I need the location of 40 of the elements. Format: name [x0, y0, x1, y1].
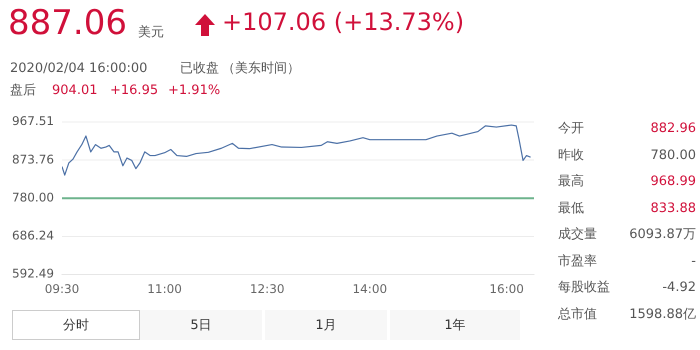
text: 今开 [558, 121, 584, 136]
text: 每股收益 [558, 280, 610, 295]
text: 昨收 [558, 148, 584, 162]
text: 882.96 [650, 121, 696, 136]
text: 887.06 [8, 3, 127, 43]
text: 美元 [138, 25, 164, 40]
text: 1年 [390, 310, 520, 340]
text: 968.99 [650, 174, 696, 189]
y-tick-label: 873.76 [12, 152, 54, 166]
text: 833.88 [650, 200, 696, 216]
text: 盘后 [10, 83, 36, 98]
text: （美东时间） [222, 61, 300, 76]
x-tick-label: 11:00 [147, 282, 182, 296]
text: -4.92 [662, 280, 696, 295]
x-tick-label: 16:00 [489, 282, 524, 296]
text: 最高 [558, 174, 584, 189]
y-tick-label: 967.51 [12, 114, 54, 128]
text: +16.95 [110, 83, 158, 98]
text: +107.06 (+13.73%) [222, 8, 464, 36]
x-tick-label: 09:30 [44, 282, 80, 296]
y-tick-label: 686.24 [12, 228, 54, 243]
y-tick-label: 780.00 [12, 190, 54, 204]
text: 成交量 [558, 227, 597, 242]
text: 1月 [265, 310, 387, 340]
x-tick-label: 12:30 [250, 282, 285, 296]
text: - [691, 254, 696, 268]
text: 904.01 [52, 83, 98, 98]
text: 6093.87万 [629, 227, 696, 242]
text: 5日 [140, 310, 262, 340]
text: 780.00 [650, 148, 696, 162]
text: 最低 [558, 200, 584, 216]
text: +1.91% [168, 83, 220, 98]
text: 总市值 [558, 306, 597, 322]
y-tick-label: 592.49 [12, 266, 54, 281]
text: 市盈率 [558, 254, 597, 268]
text: 分时 [12, 310, 140, 340]
text: 1598.88亿 [629, 306, 696, 322]
text: 2020/02/04 16:00:00 [10, 61, 148, 76]
x-tick-label: 14:00 [352, 282, 388, 296]
text: 已收盘 [180, 61, 219, 76]
